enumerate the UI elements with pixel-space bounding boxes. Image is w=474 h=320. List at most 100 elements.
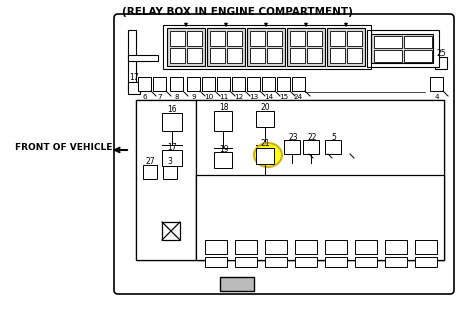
Bar — [205, 240, 227, 254]
Bar — [295, 257, 317, 267]
Bar — [267, 31, 282, 46]
Text: 14: 14 — [264, 94, 273, 100]
Bar — [136, 100, 196, 260]
Bar — [227, 31, 242, 46]
Bar — [267, 48, 282, 63]
Bar — [435, 57, 447, 69]
Bar — [287, 28, 325, 66]
Bar — [167, 28, 205, 66]
Bar — [235, 240, 257, 254]
Text: 4: 4 — [434, 94, 439, 100]
Text: 22: 22 — [307, 132, 317, 141]
Bar — [374, 36, 402, 48]
Bar — [128, 30, 136, 90]
Bar — [143, 165, 157, 179]
Bar — [404, 50, 432, 62]
Bar — [250, 48, 265, 63]
Text: 17: 17 — [129, 74, 139, 83]
Bar — [227, 48, 242, 63]
Bar — [247, 28, 285, 66]
Text: 27: 27 — [145, 157, 155, 166]
Bar — [202, 77, 215, 91]
Bar — [138, 77, 151, 91]
Bar — [262, 77, 275, 91]
Text: 20: 20 — [260, 103, 270, 113]
Text: (RELAY BOX IN ENGINE COMPARTMENT): (RELAY BOX IN ENGINE COMPARTMENT) — [121, 7, 353, 17]
Bar — [307, 48, 322, 63]
Bar — [235, 257, 257, 267]
Bar — [330, 31, 345, 46]
Text: 11: 11 — [219, 94, 228, 100]
Bar — [196, 100, 444, 260]
Text: 3: 3 — [168, 157, 173, 166]
Bar — [325, 140, 341, 154]
Bar — [430, 77, 443, 91]
Text: 17: 17 — [167, 143, 177, 153]
Text: 9: 9 — [191, 94, 196, 100]
Bar — [170, 77, 183, 91]
Text: 7: 7 — [157, 94, 162, 100]
Bar — [214, 152, 232, 168]
Bar — [163, 25, 371, 69]
Bar — [371, 34, 433, 63]
Bar — [217, 77, 230, 91]
Bar — [210, 31, 225, 46]
Bar — [162, 113, 182, 131]
Bar — [355, 257, 377, 267]
Bar — [170, 48, 185, 63]
FancyBboxPatch shape — [114, 14, 454, 294]
Bar — [128, 55, 158, 61]
Text: 18: 18 — [219, 103, 229, 113]
Bar — [265, 240, 287, 254]
Text: 5: 5 — [331, 132, 337, 141]
Bar — [367, 30, 439, 67]
Bar — [153, 77, 166, 91]
Bar — [256, 148, 274, 164]
Bar — [250, 31, 265, 46]
Ellipse shape — [254, 143, 282, 167]
Bar — [303, 140, 319, 154]
Bar — [220, 277, 254, 291]
Bar — [355, 240, 377, 254]
Bar — [196, 175, 444, 260]
Bar — [163, 165, 177, 179]
Bar — [385, 257, 407, 267]
Bar — [325, 240, 347, 254]
Bar — [415, 240, 437, 254]
Bar — [307, 31, 322, 46]
Bar — [277, 77, 290, 91]
Text: 16: 16 — [167, 106, 177, 115]
Bar — [347, 31, 362, 46]
Bar — [128, 82, 140, 94]
Bar — [256, 111, 274, 127]
Bar — [187, 48, 202, 63]
Bar — [295, 240, 317, 254]
Bar — [415, 257, 437, 267]
Bar — [207, 28, 245, 66]
Bar — [205, 257, 227, 267]
Text: 13: 13 — [249, 94, 258, 100]
Bar — [162, 150, 182, 166]
Bar — [210, 48, 225, 63]
Bar — [247, 77, 260, 91]
Bar — [265, 257, 287, 267]
Bar — [385, 240, 407, 254]
Text: 25: 25 — [436, 49, 446, 58]
Bar — [214, 111, 232, 131]
Bar — [290, 31, 305, 46]
Bar — [347, 48, 362, 63]
Bar — [136, 100, 444, 260]
Text: 12: 12 — [234, 94, 243, 100]
Bar — [330, 48, 345, 63]
Bar — [162, 222, 180, 240]
Text: 10: 10 — [204, 94, 213, 100]
Text: 23: 23 — [288, 132, 298, 141]
Bar — [327, 28, 365, 66]
Text: 15: 15 — [279, 94, 288, 100]
Bar — [187, 77, 200, 91]
Bar — [292, 77, 305, 91]
Bar — [404, 36, 432, 48]
Bar — [284, 140, 300, 154]
Bar — [290, 48, 305, 63]
Text: FRONT OF VEHICLE: FRONT OF VEHICLE — [15, 143, 112, 153]
